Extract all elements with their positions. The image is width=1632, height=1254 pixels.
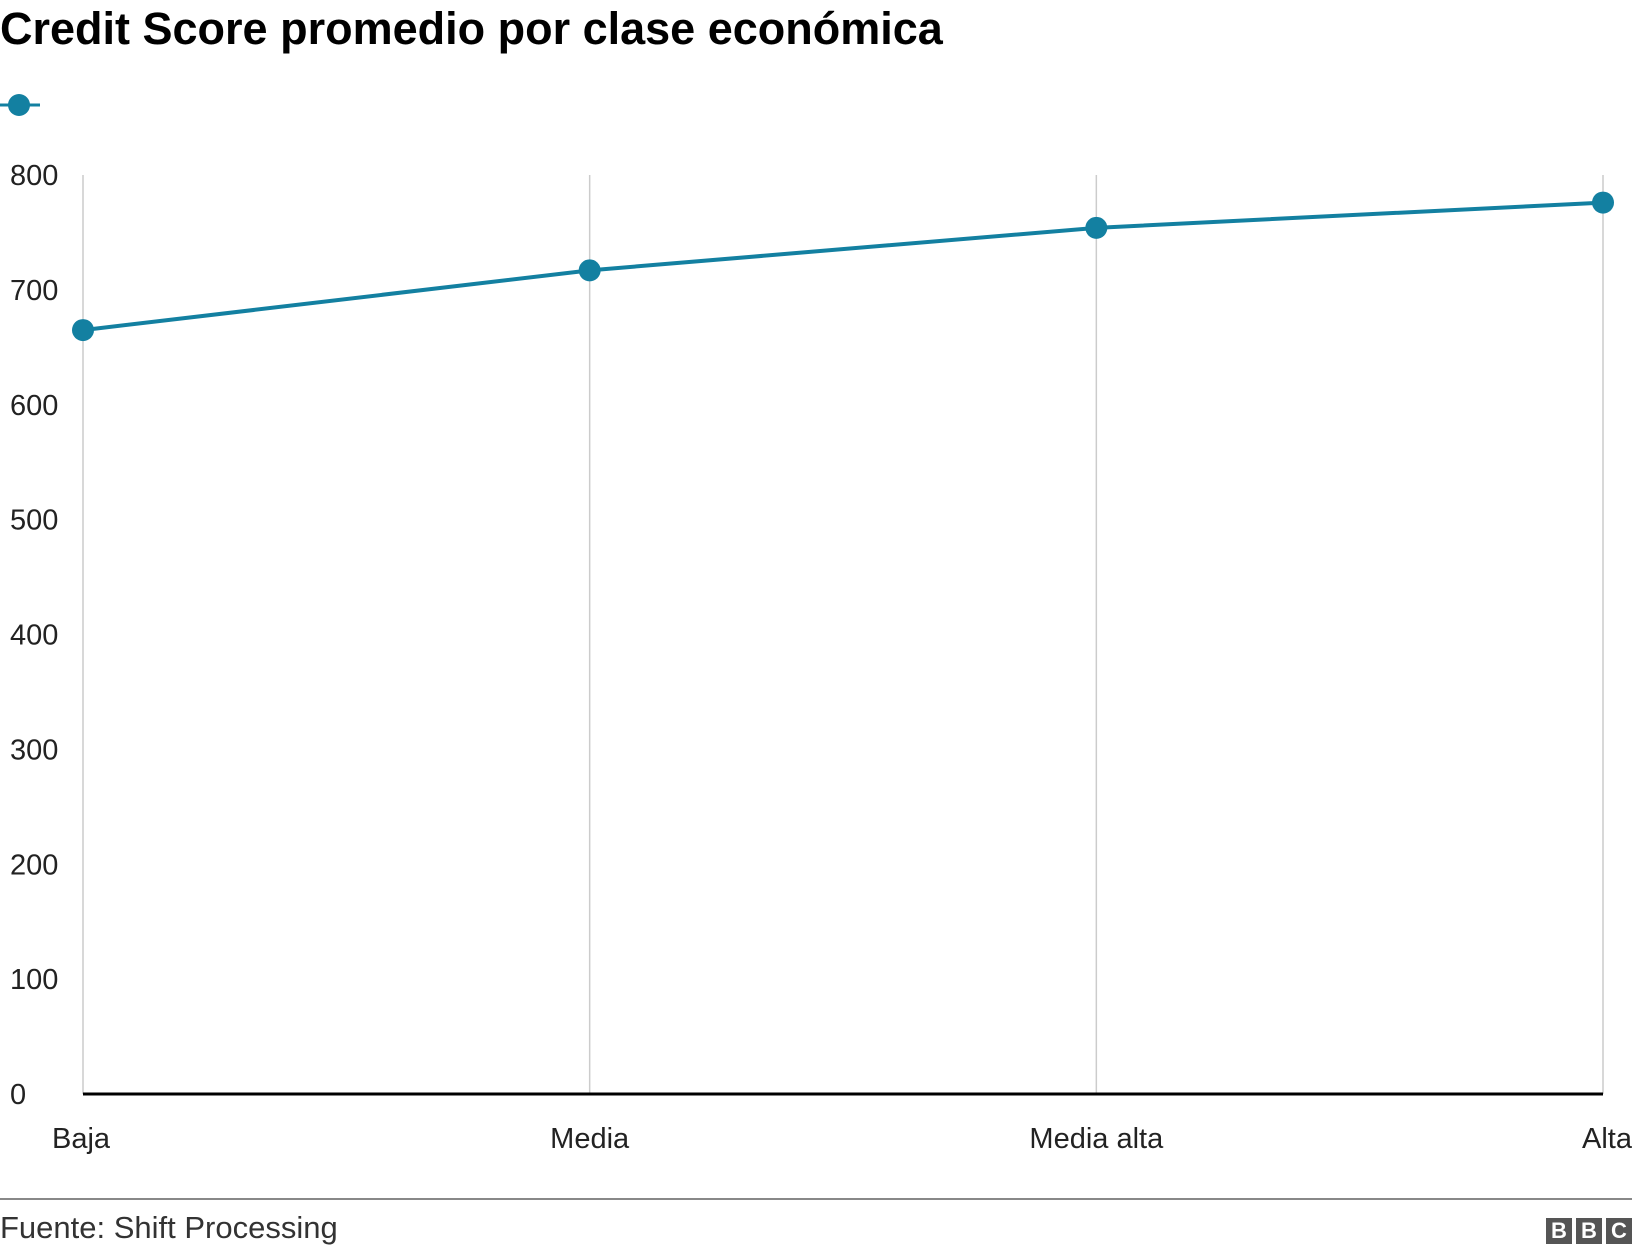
x-tick-label: Baja	[52, 1123, 111, 1155]
data-point	[72, 319, 94, 342]
line-chart: 0 100 200 300 400 500 600 700 800 Baja Media Media …	[10, 160, 1632, 1155]
bbc-logo-block: B	[1576, 1218, 1602, 1244]
y-tick-label: 700	[10, 275, 58, 307]
y-tick-label: 100	[10, 964, 58, 996]
bbc-logo-block: B	[1546, 1218, 1572, 1244]
y-tick-label: 800	[10, 160, 58, 192]
y-tick-label: 500	[10, 505, 58, 537]
bbc-logo: B B C	[1546, 1218, 1632, 1244]
y-tick-label: 300	[10, 734, 58, 766]
data-point	[1592, 191, 1614, 214]
x-tick-label: Media	[550, 1123, 630, 1155]
y-tick-label: 600	[10, 390, 58, 422]
y-tick-label: 200	[10, 849, 58, 881]
y-tick-label: 400	[10, 620, 58, 652]
chart-title: Credit Score promedio por clase económic…	[0, 3, 943, 54]
bbc-logo-block: C	[1606, 1218, 1632, 1244]
series-line	[82, 200, 1604, 333]
source-note: Fuente: Shift Processing	[0, 1210, 338, 1245]
x-tick-label: Alta	[1582, 1123, 1632, 1155]
x-tick-label: Media alta	[1029, 1123, 1164, 1155]
legend-marker	[0, 94, 40, 116]
y-tick-label: 0	[10, 1079, 26, 1111]
footer-divider	[0, 1198, 1632, 1200]
data-point	[1085, 216, 1108, 239]
data-point	[578, 259, 601, 282]
